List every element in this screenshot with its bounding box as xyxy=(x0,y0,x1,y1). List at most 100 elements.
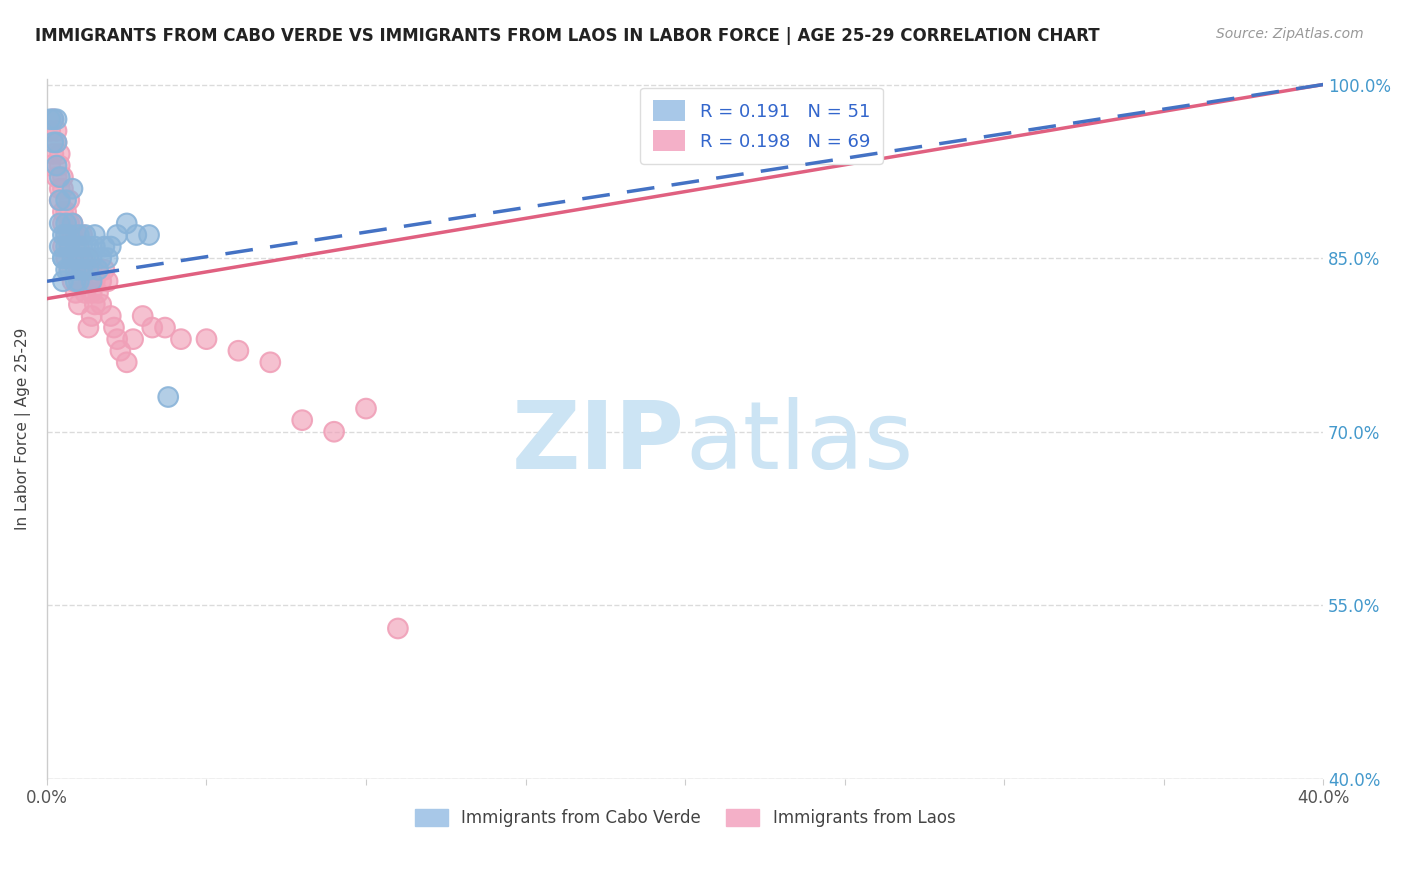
Point xyxy=(42,136,65,150)
Point xyxy=(45,136,67,150)
Point xyxy=(75,251,97,265)
Point xyxy=(77,274,100,288)
Point xyxy=(58,227,80,242)
Point xyxy=(70,251,93,265)
Point xyxy=(291,413,314,427)
Point xyxy=(39,124,62,138)
Point xyxy=(93,239,115,253)
Point xyxy=(67,297,90,311)
Point xyxy=(42,112,65,127)
Point xyxy=(75,251,97,265)
Point xyxy=(103,320,125,334)
Point xyxy=(122,332,145,346)
Y-axis label: In Labor Force | Age 25-29: In Labor Force | Age 25-29 xyxy=(15,327,31,530)
Point xyxy=(65,262,87,277)
Point xyxy=(153,320,176,334)
Point xyxy=(42,136,65,150)
Point xyxy=(75,227,97,242)
Point xyxy=(62,251,84,265)
Point xyxy=(55,251,77,265)
Point xyxy=(55,262,77,277)
Point xyxy=(75,227,97,242)
Point xyxy=(62,216,84,230)
Point xyxy=(70,262,93,277)
Point xyxy=(67,297,90,311)
Point xyxy=(39,112,62,127)
Point xyxy=(48,182,70,196)
Point xyxy=(65,274,87,288)
Point xyxy=(77,262,100,277)
Point xyxy=(110,343,132,358)
Point xyxy=(323,425,346,439)
Point xyxy=(58,239,80,253)
Point xyxy=(45,159,67,173)
Point xyxy=(157,390,180,404)
Point xyxy=(67,239,90,253)
Point xyxy=(52,182,75,196)
Point xyxy=(170,332,193,346)
Point xyxy=(58,227,80,242)
Point xyxy=(115,355,138,369)
Point xyxy=(48,182,70,196)
Point xyxy=(100,309,122,323)
Point xyxy=(77,262,100,277)
Point xyxy=(105,227,128,242)
Point xyxy=(55,227,77,242)
Point xyxy=(83,297,105,311)
Point xyxy=(105,332,128,346)
Point xyxy=(52,239,75,253)
Point xyxy=(70,227,93,242)
Point xyxy=(52,227,75,242)
Point xyxy=(83,239,105,253)
Point xyxy=(55,205,77,219)
Point xyxy=(67,274,90,288)
Point xyxy=(77,239,100,253)
Point xyxy=(42,147,65,161)
Text: ZIP: ZIP xyxy=(512,397,685,489)
Point xyxy=(55,227,77,242)
Point xyxy=(100,239,122,253)
Point xyxy=(97,274,120,288)
Point xyxy=(55,227,77,242)
Point xyxy=(83,297,105,311)
Point xyxy=(77,251,100,265)
Text: IMMIGRANTS FROM CABO VERDE VS IMMIGRANTS FROM LAOS IN LABOR FORCE | AGE 25-29 CO: IMMIGRANTS FROM CABO VERDE VS IMMIGRANTS… xyxy=(35,27,1099,45)
Point xyxy=(55,216,77,230)
Point xyxy=(70,274,93,288)
Point xyxy=(83,239,105,253)
Point xyxy=(55,239,77,253)
Point xyxy=(77,320,100,334)
Point xyxy=(70,274,93,288)
Point xyxy=(153,320,176,334)
Point xyxy=(122,332,145,346)
Point xyxy=(67,239,90,253)
Point xyxy=(62,251,84,265)
Point xyxy=(387,622,409,636)
Point xyxy=(52,216,75,230)
Point xyxy=(115,216,138,230)
Point xyxy=(62,182,84,196)
Point xyxy=(87,285,110,300)
Point xyxy=(87,262,110,277)
Point xyxy=(52,205,75,219)
Point xyxy=(83,274,105,288)
Point xyxy=(131,309,153,323)
Point xyxy=(48,170,70,185)
Point xyxy=(67,251,90,265)
Point xyxy=(48,159,70,173)
Point xyxy=(93,262,115,277)
Point xyxy=(52,170,75,185)
Point xyxy=(80,262,103,277)
Point xyxy=(75,262,97,277)
Point xyxy=(87,262,110,277)
Point xyxy=(65,227,87,242)
Point xyxy=(55,262,77,277)
Point xyxy=(83,274,105,288)
Point xyxy=(77,274,100,288)
Point xyxy=(105,227,128,242)
Point xyxy=(97,251,120,265)
Point xyxy=(87,262,110,277)
Point xyxy=(58,216,80,230)
Point xyxy=(42,112,65,127)
Point xyxy=(67,274,90,288)
